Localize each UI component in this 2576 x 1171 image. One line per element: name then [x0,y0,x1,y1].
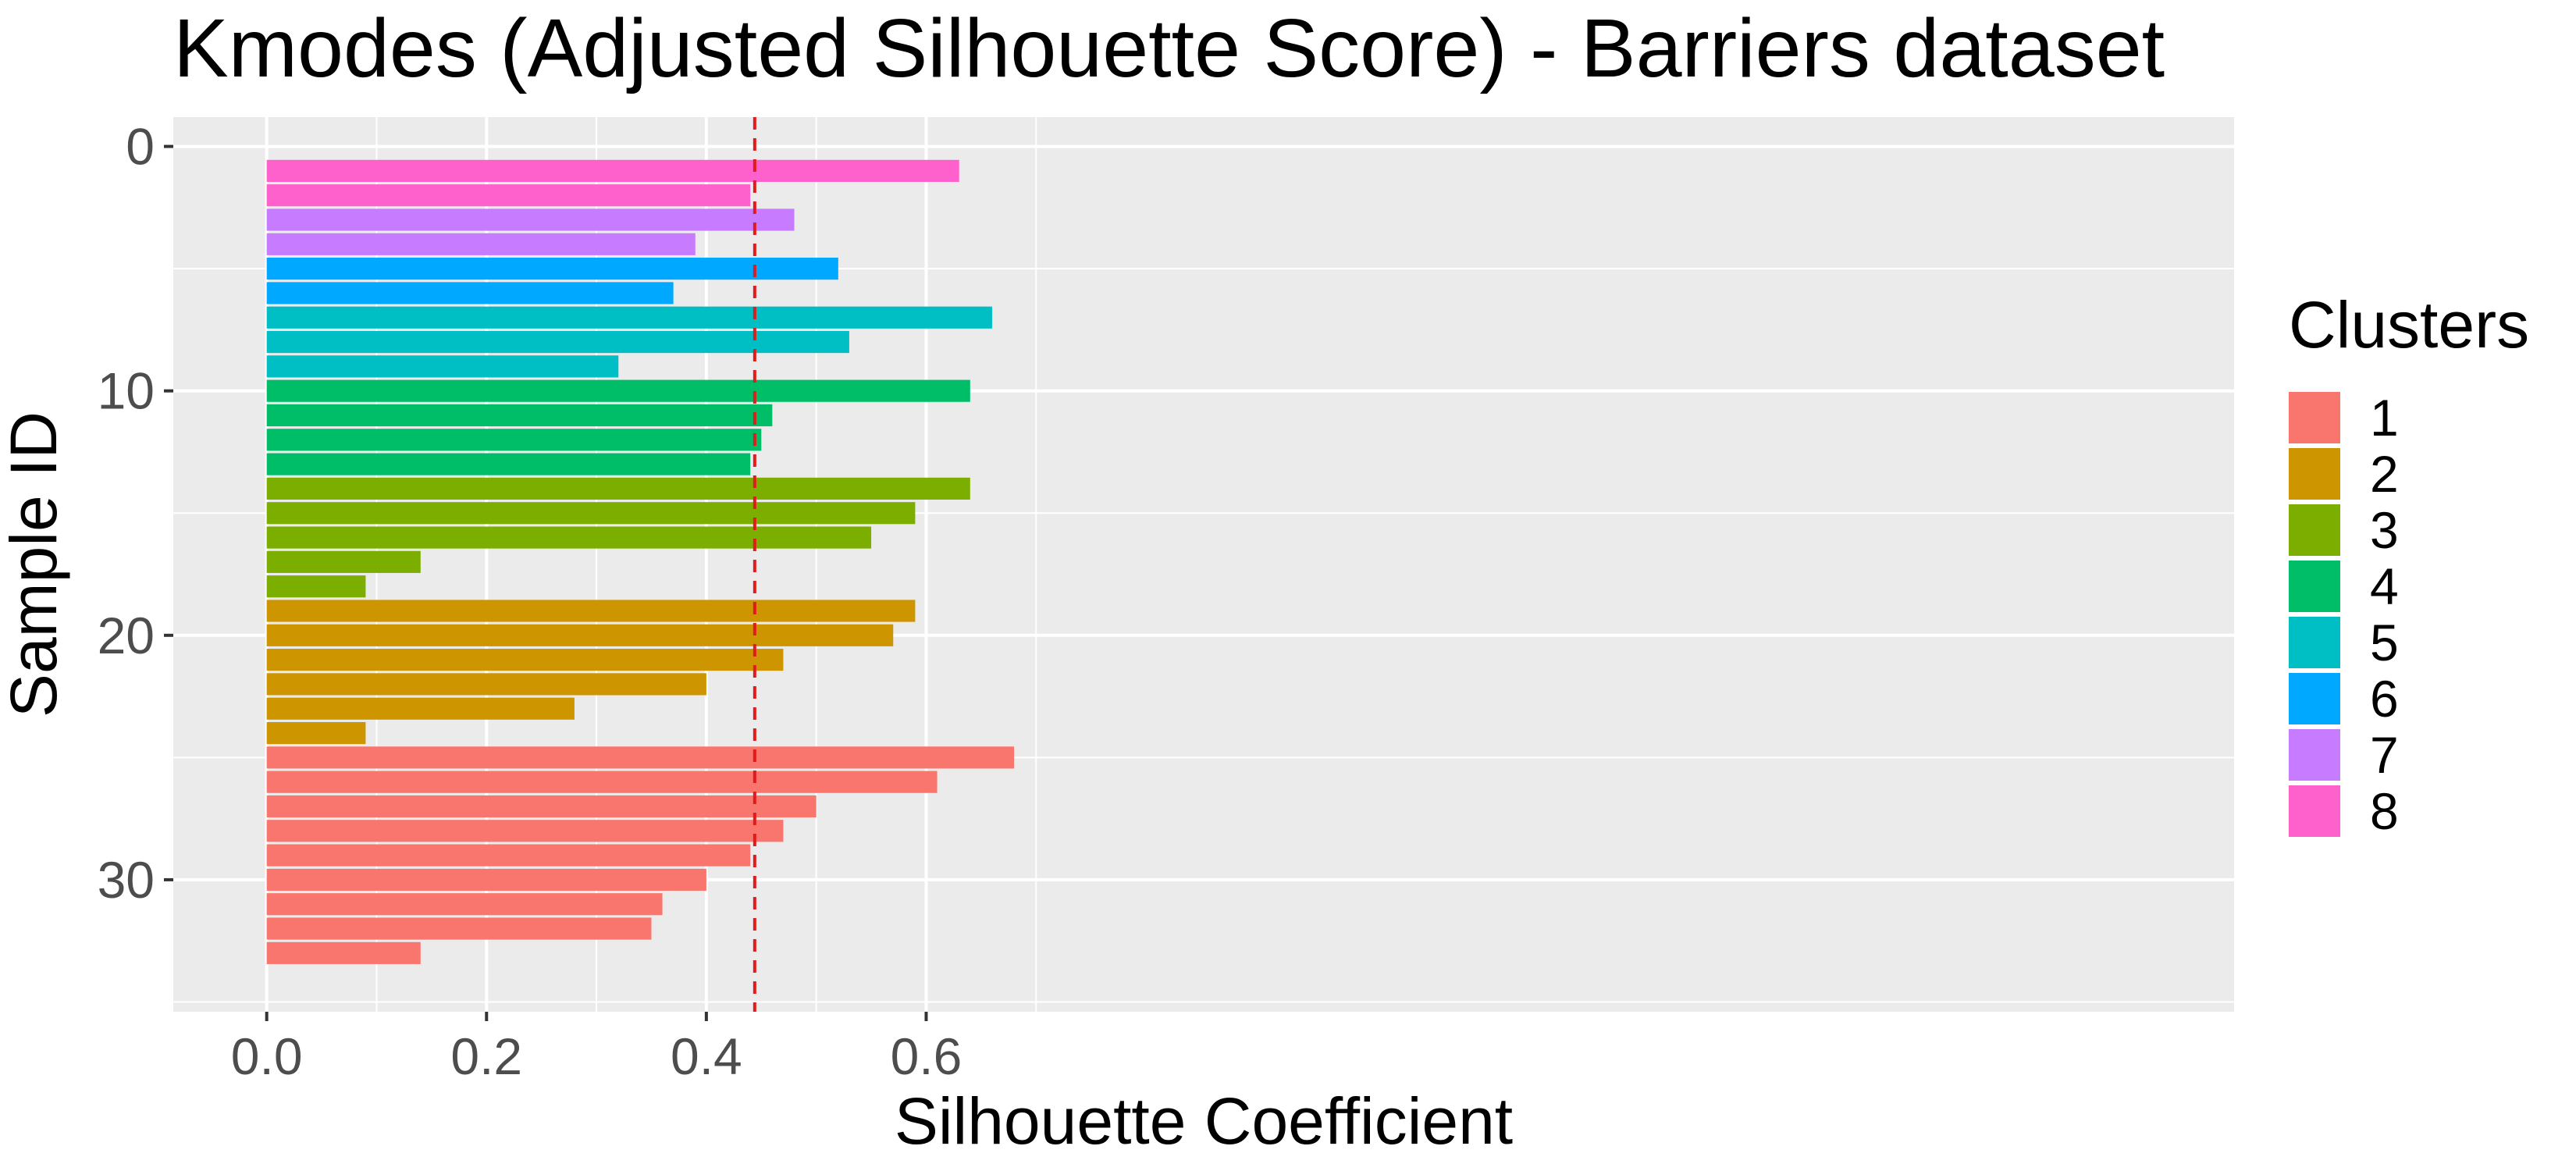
bar-sample-5 [266,258,838,280]
bar-sample-6 [266,282,674,304]
bar-sample-19 [266,600,916,622]
legend-key-5 [2289,617,2340,668]
legend-key-3 [2289,504,2340,556]
x-axis: 0.0 0.2 0.4 0.6 [231,1012,962,1085]
legend-label-7: 7 [2370,726,2399,784]
legend-label-3: 3 [2370,501,2399,559]
y-tick-label: 20 [98,607,155,664]
legend-key-6 [2289,673,2340,724]
legend-key-1 [2289,392,2340,443]
legend-label-6: 6 [2370,670,2399,728]
bar-sample-30 [266,868,706,892]
legend-label-4: 4 [2370,557,2399,615]
bar-sample-12 [266,429,762,451]
y-axis: 0 10 20 30 [98,118,173,909]
bar-sample-26 [266,771,938,793]
legend-title: Clusters [2289,288,2529,361]
bar-sample-20 [266,624,894,646]
bar-sample-14 [266,477,970,500]
legend-key-2 [2289,448,2340,500]
bar-sample-33 [266,941,421,964]
bar-sample-18 [266,575,366,598]
bar-sample-32 [266,917,652,940]
bar-sample-4 [266,233,696,255]
bars [266,159,1015,964]
y-axis-title: Sample ID [0,411,70,717]
bar-sample-13 [266,453,751,475]
bar-sample-10 [266,379,970,402]
bar-sample-15 [266,502,916,525]
bar-sample-3 [266,208,795,231]
legend-label-5: 5 [2370,614,2399,671]
x-tick-label: 0.6 [891,1027,962,1085]
bar-sample-31 [266,893,663,916]
bar-sample-9 [266,355,619,378]
y-tick-label: 0 [126,118,155,176]
y-tick-label: 30 [98,851,155,909]
bar-sample-24 [266,721,366,745]
bar-sample-28 [266,820,784,842]
legend-key-8 [2289,785,2340,837]
bar-sample-7 [266,306,992,329]
bar-sample-2 [266,184,751,207]
legend-key-4 [2289,561,2340,612]
bar-sample-27 [266,795,817,818]
chart-title: Kmodes (Adjusted Silhouette Score) - Bar… [173,2,2165,94]
x-tick-label: 0.4 [671,1027,742,1085]
bar-sample-16 [266,526,872,549]
bar-sample-22 [266,673,706,696]
bar-sample-8 [266,330,849,354]
x-axis-title: Silhouette Coefficient [895,1084,1513,1158]
x-tick-label: 0.2 [450,1027,522,1085]
bar-sample-23 [266,697,575,720]
bar-sample-21 [266,649,784,671]
y-tick-label: 10 [98,362,155,420]
bar-sample-1 [266,159,959,182]
bar-sample-11 [266,404,773,427]
legend-label-1: 1 [2370,389,2399,447]
bar-sample-25 [266,746,1015,769]
bar-sample-29 [266,844,751,867]
x-tick-label: 0.0 [231,1027,303,1085]
legend-label-8: 8 [2370,782,2399,840]
bar-sample-17 [266,550,421,573]
legend-label-2: 2 [2370,445,2399,503]
legend-key-7 [2289,729,2340,781]
